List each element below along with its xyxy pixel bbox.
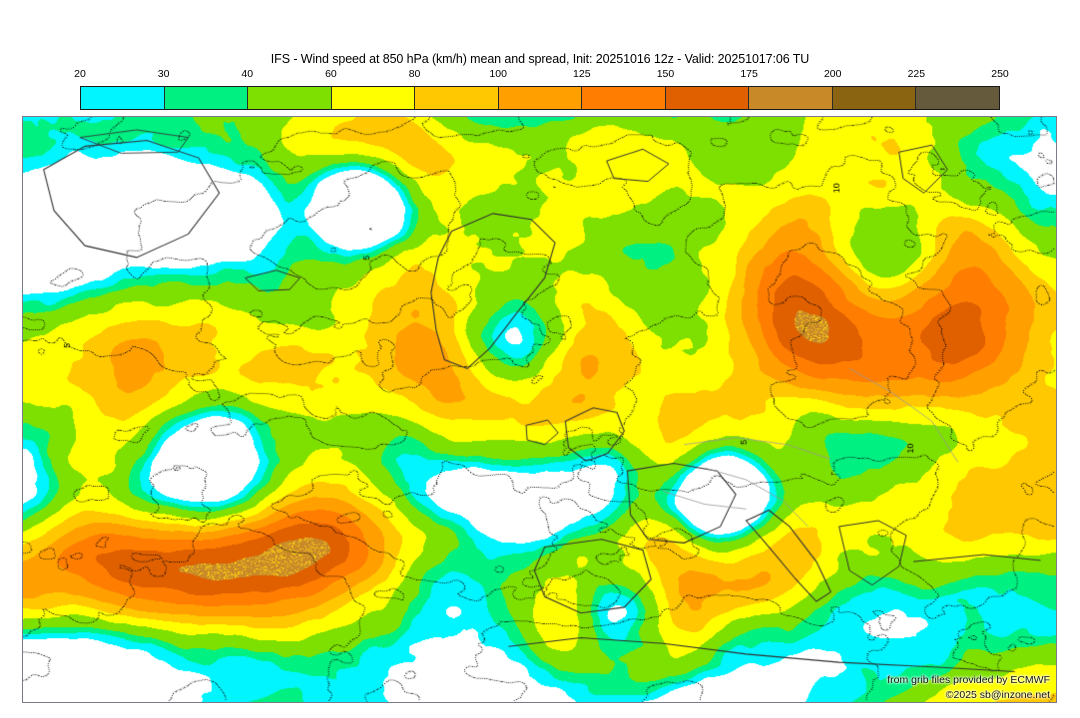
colorbar-tick-60: 60: [325, 68, 337, 80]
colorbar-tick-125: 125: [573, 68, 591, 80]
colorbar-gradient: [80, 86, 1000, 110]
colorbar-segment-200-225: [832, 87, 917, 109]
colorbar-tick-200: 200: [823, 68, 842, 80]
colorbar: 20 30 40 60 80 100 125 150 175 200 225 250: [74, 68, 1009, 110]
colorbar-tick-225: 225: [907, 68, 926, 80]
credit-source: from grib files provided by ECMWF: [887, 674, 1050, 686]
colorbar-tick-30: 30: [157, 68, 170, 80]
colorbar-tick-250: 250: [991, 68, 1009, 80]
colorbar-segment-60-80: [331, 87, 416, 109]
weather-map-canvas[interactable]: [23, 117, 1056, 702]
colorbar-tick-80: 80: [408, 68, 421, 80]
colorbar-segment-150-175: [665, 87, 750, 109]
colorbar-segment-20-30: [81, 87, 165, 109]
colorbar-segment-40-60: [248, 87, 332, 109]
colorbar-segment-175-200: [749, 87, 833, 109]
page-title: IFS - Wind speed at 850 hPa (km/h) mean …: [270, 52, 810, 66]
credit-copyright: ©2025 sb@inzone.net: [945, 689, 1050, 701]
colorbar-segment-225-250: [916, 87, 1000, 109]
colorbar-segment-80-100: [415, 87, 499, 109]
colorbar-tick-labels: 20 30 40 60 80 100 125 150 175 200 225 250: [74, 68, 1009, 84]
colorbar-segment-100-125: [498, 87, 583, 109]
colorbar-segment-30-40: [164, 87, 249, 109]
colorbar-tick-175: 175: [740, 68, 758, 80]
colorbar-segment-125-150: [582, 87, 666, 109]
colorbar-tick-100: 100: [489, 68, 507, 80]
colorbar-tick-150: 150: [656, 68, 675, 80]
colorbar-tick-20: 20: [74, 68, 86, 80]
map-frame[interactable]: [22, 116, 1057, 703]
colorbar-tick-40: 40: [241, 68, 254, 80]
